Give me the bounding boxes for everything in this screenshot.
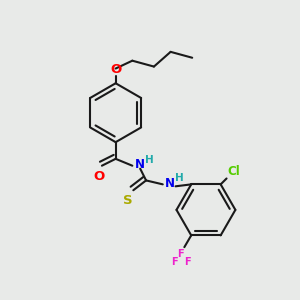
Text: N: N [165,177,175,190]
Text: Cl: Cl [227,164,240,178]
Text: F: F [184,257,190,267]
Text: S: S [123,194,132,207]
Text: H: H [175,173,183,184]
Text: F: F [177,249,184,259]
Text: O: O [93,169,105,183]
Text: F: F [171,257,178,267]
Text: N: N [135,158,145,171]
Text: O: O [110,63,121,76]
Text: H: H [145,155,154,165]
